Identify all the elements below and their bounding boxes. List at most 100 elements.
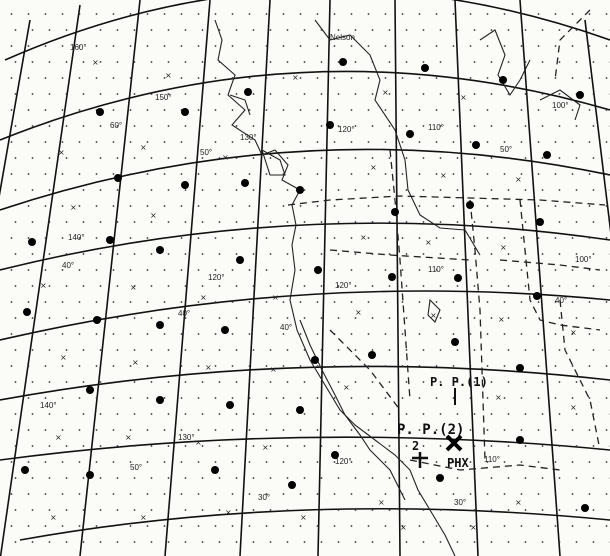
grid-speck <box>405 157 408 159</box>
grid-speck <box>371 413 374 415</box>
grid-speck <box>558 477 561 479</box>
grid-speck <box>299 461 302 463</box>
grid-speck <box>231 109 234 111</box>
grid-speck <box>129 365 132 367</box>
grid-speck <box>78 397 81 399</box>
grid-speck <box>78 525 81 527</box>
grid-speck <box>286 381 289 383</box>
x-mark-icon: × <box>370 163 377 172</box>
longitude-line-4 <box>164 0 211 556</box>
grid-speck <box>133 189 136 191</box>
grid-speck <box>201 221 204 223</box>
grid-speck <box>286 317 289 319</box>
grid-speck <box>269 541 272 543</box>
grid-speck <box>320 189 323 191</box>
grid-speck <box>44 77 47 79</box>
grid-speck <box>214 493 217 495</box>
grid-speck <box>99 93 102 95</box>
grid-speck <box>575 221 578 223</box>
x-mark-icon: × <box>222 153 229 162</box>
grid-speck <box>558 93 561 95</box>
grid-speck <box>235 445 238 447</box>
grid-speck <box>367 269 370 271</box>
grid-speck <box>146 205 149 207</box>
grid-speck <box>214 173 217 175</box>
grid-speck <box>520 493 523 495</box>
grid-speck <box>605 141 608 143</box>
grid-speck <box>265 493 268 495</box>
grid-speck <box>520 237 523 239</box>
grid-speck <box>184 157 187 159</box>
grid-speck <box>14 285 17 287</box>
grid-speck <box>248 13 251 15</box>
longitude-line-6 <box>317 0 331 556</box>
lake-outline-2 <box>539 89 581 121</box>
grid-speck <box>337 61 340 63</box>
grid-speck <box>473 349 476 351</box>
x-mark-icon: × <box>70 203 77 212</box>
grid-speck <box>507 93 510 95</box>
grid-speck <box>167 445 170 447</box>
x-mark-icon: × <box>262 443 269 452</box>
grid-speck <box>82 413 85 415</box>
grid-speck <box>371 445 374 447</box>
grid-speck <box>367 77 370 79</box>
grid-speck <box>571 237 574 239</box>
grid-speck <box>82 221 85 223</box>
grid-speck <box>61 493 64 495</box>
grid-speck <box>303 381 306 383</box>
grid-speck <box>116 349 119 351</box>
station-dot <box>391 208 399 216</box>
grid-speck <box>439 317 442 319</box>
grid-speck <box>469 301 472 303</box>
grid-speck <box>469 397 472 399</box>
grid-speck <box>469 429 472 431</box>
grid-speck <box>252 317 255 319</box>
grid-speck <box>486 141 489 143</box>
canada-us-border <box>287 195 606 206</box>
grid-speck <box>354 445 357 447</box>
grid-speck <box>605 429 608 431</box>
grid-speck <box>167 509 170 511</box>
grid-speck <box>150 381 153 383</box>
grid-speck <box>384 301 387 303</box>
grid-speck <box>452 109 455 111</box>
grid-speck <box>418 493 421 495</box>
grid-speck <box>435 397 438 399</box>
state-border-4 <box>519 199 601 331</box>
grid-speck <box>575 509 578 511</box>
grid-speck <box>14 61 17 63</box>
political-borders <box>287 9 606 471</box>
grid-speck <box>282 429 285 431</box>
grid-speck <box>422 93 425 95</box>
grid-speck <box>44 141 47 143</box>
grid-speck <box>435 173 438 175</box>
grid-speck <box>116 61 119 63</box>
pacific-coastline <box>214 19 456 556</box>
grid-speck <box>201 29 204 31</box>
grid-speck <box>61 365 64 367</box>
station-dot <box>86 386 94 394</box>
grid-speck <box>27 493 30 495</box>
lon-label: 130° <box>240 133 257 142</box>
grid-speck <box>282 141 285 143</box>
x-mark-icon: × <box>150 211 157 220</box>
grid-speck <box>388 317 391 319</box>
grid-speck <box>282 365 285 367</box>
grid-speck <box>503 173 506 175</box>
grid-speck <box>503 429 506 431</box>
phx-label: PHX <box>447 456 469 470</box>
grid-speck <box>10 173 13 175</box>
grid-speck <box>14 221 17 223</box>
grid-speck <box>316 525 319 527</box>
grid-speck <box>367 365 370 367</box>
grid-speck <box>401 13 404 15</box>
grid-speck <box>524 125 527 127</box>
grid-speck <box>558 285 561 287</box>
grid-speck <box>367 45 370 47</box>
grid-speck <box>367 205 370 207</box>
grid-speck <box>439 285 442 287</box>
grid-speck <box>388 541 391 543</box>
grid-speck <box>571 205 574 207</box>
lon-label: 150° <box>155 93 172 102</box>
